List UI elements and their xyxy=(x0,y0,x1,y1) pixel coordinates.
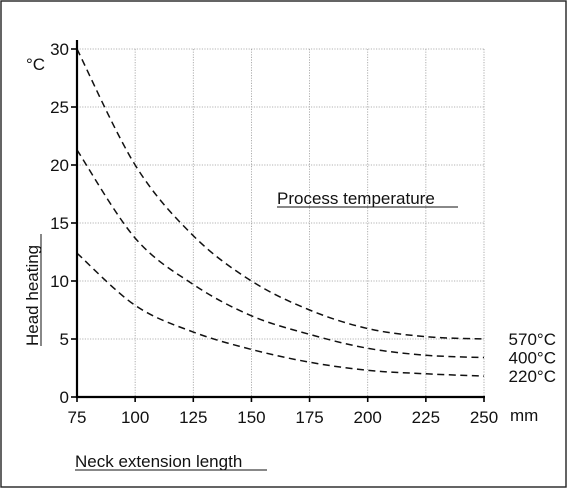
annotation-text: Process temperature xyxy=(277,189,435,208)
y-unit: °C xyxy=(26,55,45,74)
series-line xyxy=(76,48,485,340)
y-tick-label: 5 xyxy=(60,330,69,349)
y-axis-label: Head heating xyxy=(23,245,42,346)
y-tick-label: 20 xyxy=(50,156,69,175)
x-tick-label: 225 xyxy=(412,408,440,427)
axes xyxy=(71,40,485,402)
x-tick-label: 250 xyxy=(470,408,498,427)
y-tick-label: 25 xyxy=(50,98,69,117)
x-tick-label: 75 xyxy=(68,408,87,427)
curves xyxy=(76,48,485,377)
x-tick-label: 100 xyxy=(121,408,149,427)
series-line xyxy=(76,252,485,377)
series-line xyxy=(76,149,485,359)
x-unit: mm xyxy=(510,406,538,425)
x-tick-label: 200 xyxy=(354,408,382,427)
series-label: 570°C xyxy=(509,330,556,349)
series-label: 400°C xyxy=(509,349,556,368)
x-tick-label: 150 xyxy=(237,408,265,427)
y-tick-label: 0 xyxy=(60,388,69,407)
x-tick-label: 175 xyxy=(295,408,323,427)
x-axis-label: Neck extension length xyxy=(75,452,242,471)
y-tick-label: 10 xyxy=(50,272,69,291)
y-tick-label: 30 xyxy=(50,40,69,59)
grid xyxy=(77,48,485,397)
x-tick-label: 125 xyxy=(179,408,207,427)
y-tick-label: 15 xyxy=(50,214,69,233)
series-label: 220°C xyxy=(509,367,556,386)
tick-labels: 0 5 10 15 20 25 30 75 100 125 150 175 200 225 250 xyxy=(50,40,498,427)
